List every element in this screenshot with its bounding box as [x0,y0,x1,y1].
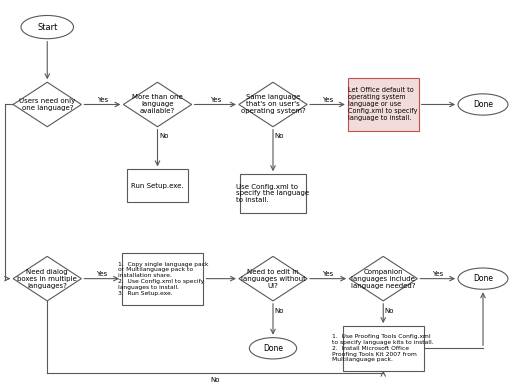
Text: Yes: Yes [322,97,333,103]
Text: No: No [275,134,284,139]
Ellipse shape [458,94,508,115]
Polygon shape [13,82,81,127]
Polygon shape [239,256,307,301]
Text: Need to edit in
languages without
UI?: Need to edit in languages without UI? [240,269,306,289]
Text: No: No [159,134,169,139]
Text: 1.  Copy single language pack
or Multilanguage pack to
installation share.
2.  U: 1. Copy single language pack or Multilan… [118,262,208,296]
Ellipse shape [458,268,508,289]
Text: Yes: Yes [432,271,443,277]
Text: 1.  Use Proofing Tools Config.xml
to specify language kits to install.
2.  Insta: 1. Use Proofing Tools Config.xml to spec… [332,334,434,362]
Text: Yes: Yes [322,271,334,277]
Text: Let Office default to
operating system
language or use
Config.xml to specify
lan: Let Office default to operating system l… [349,87,418,122]
Text: Done: Done [263,344,283,353]
Text: Companion
languages include
language needed?: Companion languages include language nee… [351,269,415,289]
Text: Yes: Yes [209,97,221,103]
FancyBboxPatch shape [348,78,419,131]
Polygon shape [239,82,307,127]
FancyBboxPatch shape [122,252,203,305]
Text: Yes: Yes [97,97,108,103]
Text: No: No [275,308,284,313]
Polygon shape [349,256,417,301]
Text: Need dialog
boxes in multiple
languages?: Need dialog boxes in multiple languages? [17,269,77,289]
FancyBboxPatch shape [127,170,188,202]
FancyBboxPatch shape [240,174,306,213]
Text: Same language
that's on user's
operating system?: Same language that's on user's operating… [240,94,306,115]
Text: Users need only
one language?: Users need only one language? [19,98,76,111]
Polygon shape [13,256,81,301]
Text: No: No [211,377,220,384]
Text: Start: Start [37,22,57,32]
Text: Done: Done [473,100,493,109]
Text: Run Setup.exe.: Run Setup.exe. [131,183,184,189]
Text: Yes: Yes [96,271,107,277]
Polygon shape [123,82,192,127]
Text: No: No [385,308,394,313]
Text: Done: Done [473,274,493,283]
Ellipse shape [249,337,297,359]
Ellipse shape [21,15,74,39]
FancyBboxPatch shape [342,326,424,371]
Text: Use Config.xml to
specify the language
to install.: Use Config.xml to specify the language t… [236,183,310,204]
Text: More than one
language
available?: More than one language available? [132,94,183,115]
